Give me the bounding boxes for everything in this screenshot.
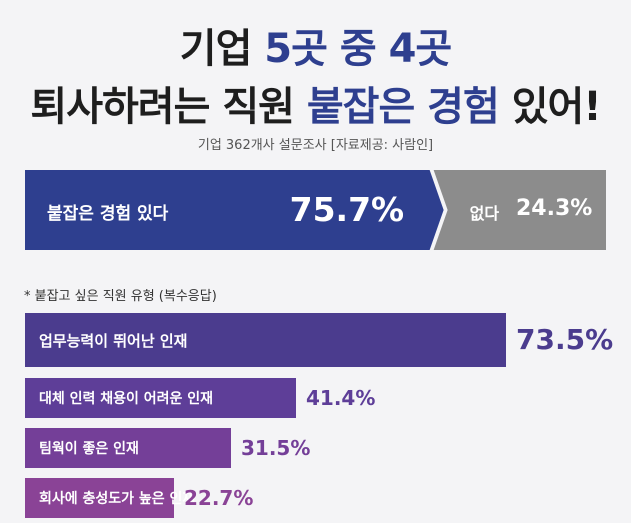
breakdown-bar: 팀웍이 좋은 인재	[25, 428, 231, 468]
breakdown-bar: 대체 인력 채용이 어려운 인재	[25, 378, 296, 418]
breakdown-bar-value: 31.5%	[241, 436, 311, 460]
headline-line-2-suffix: 있어!	[498, 84, 602, 130]
breakdown-chart-title: * 붙잡고 싶은 직원 유형 (복수응답)	[24, 289, 217, 304]
breakdown-bar-value: 73.5%	[516, 323, 614, 357]
breakdown-bar: 회사에 충성도가 높은 인재	[25, 478, 195, 518]
breakdown-bar: 업무능력이 뛰어난 인재	[25, 313, 506, 367]
bar-segment-no-value: 24.3%	[516, 196, 593, 221]
breakdown-bar-label: 대체 인력 채용이 어려운 인재	[39, 391, 214, 407]
headline-line-2-highlight: 붙잡은 경험	[306, 84, 500, 130]
breakdown-bar-value: 22.7%	[184, 486, 254, 510]
bar-segment-yes-value: 75.7%	[289, 190, 405, 229]
headline-line-2: 퇴사하려는 직원 붙잡은 경험 있어!	[0, 74, 631, 132]
headline-line-1-highlight: 5곳 중 4곳	[264, 26, 452, 72]
bar-segment-no-label: 없다	[469, 204, 500, 223]
headline-line-1-prefix: 기업	[179, 26, 265, 72]
headline-line-1: 기업 5곳 중 4곳	[0, 16, 631, 74]
breakdown-bar-label: 업무능력이 뛰어난 인재	[39, 331, 188, 350]
breakdown-bar-label: 회사에 충성도가 높은 인재	[39, 491, 196, 507]
bar-segment-yes-label: 붙잡은 경험 있다	[47, 204, 169, 224]
bar-segment-no	[433, 170, 606, 250]
bar-segment-yes	[25, 170, 444, 250]
top-stacked-bar-chart	[25, 170, 606, 250]
breakdown-bar-value: 41.4%	[306, 386, 376, 410]
headline-line-2-prefix: 퇴사하려는 직원	[30, 84, 307, 130]
breakdown-bar-label: 팀웍이 좋은 인재	[39, 441, 139, 457]
subtitle: 기업 362개사 설문조사 [자료제공: 사람인]	[197, 138, 434, 153]
